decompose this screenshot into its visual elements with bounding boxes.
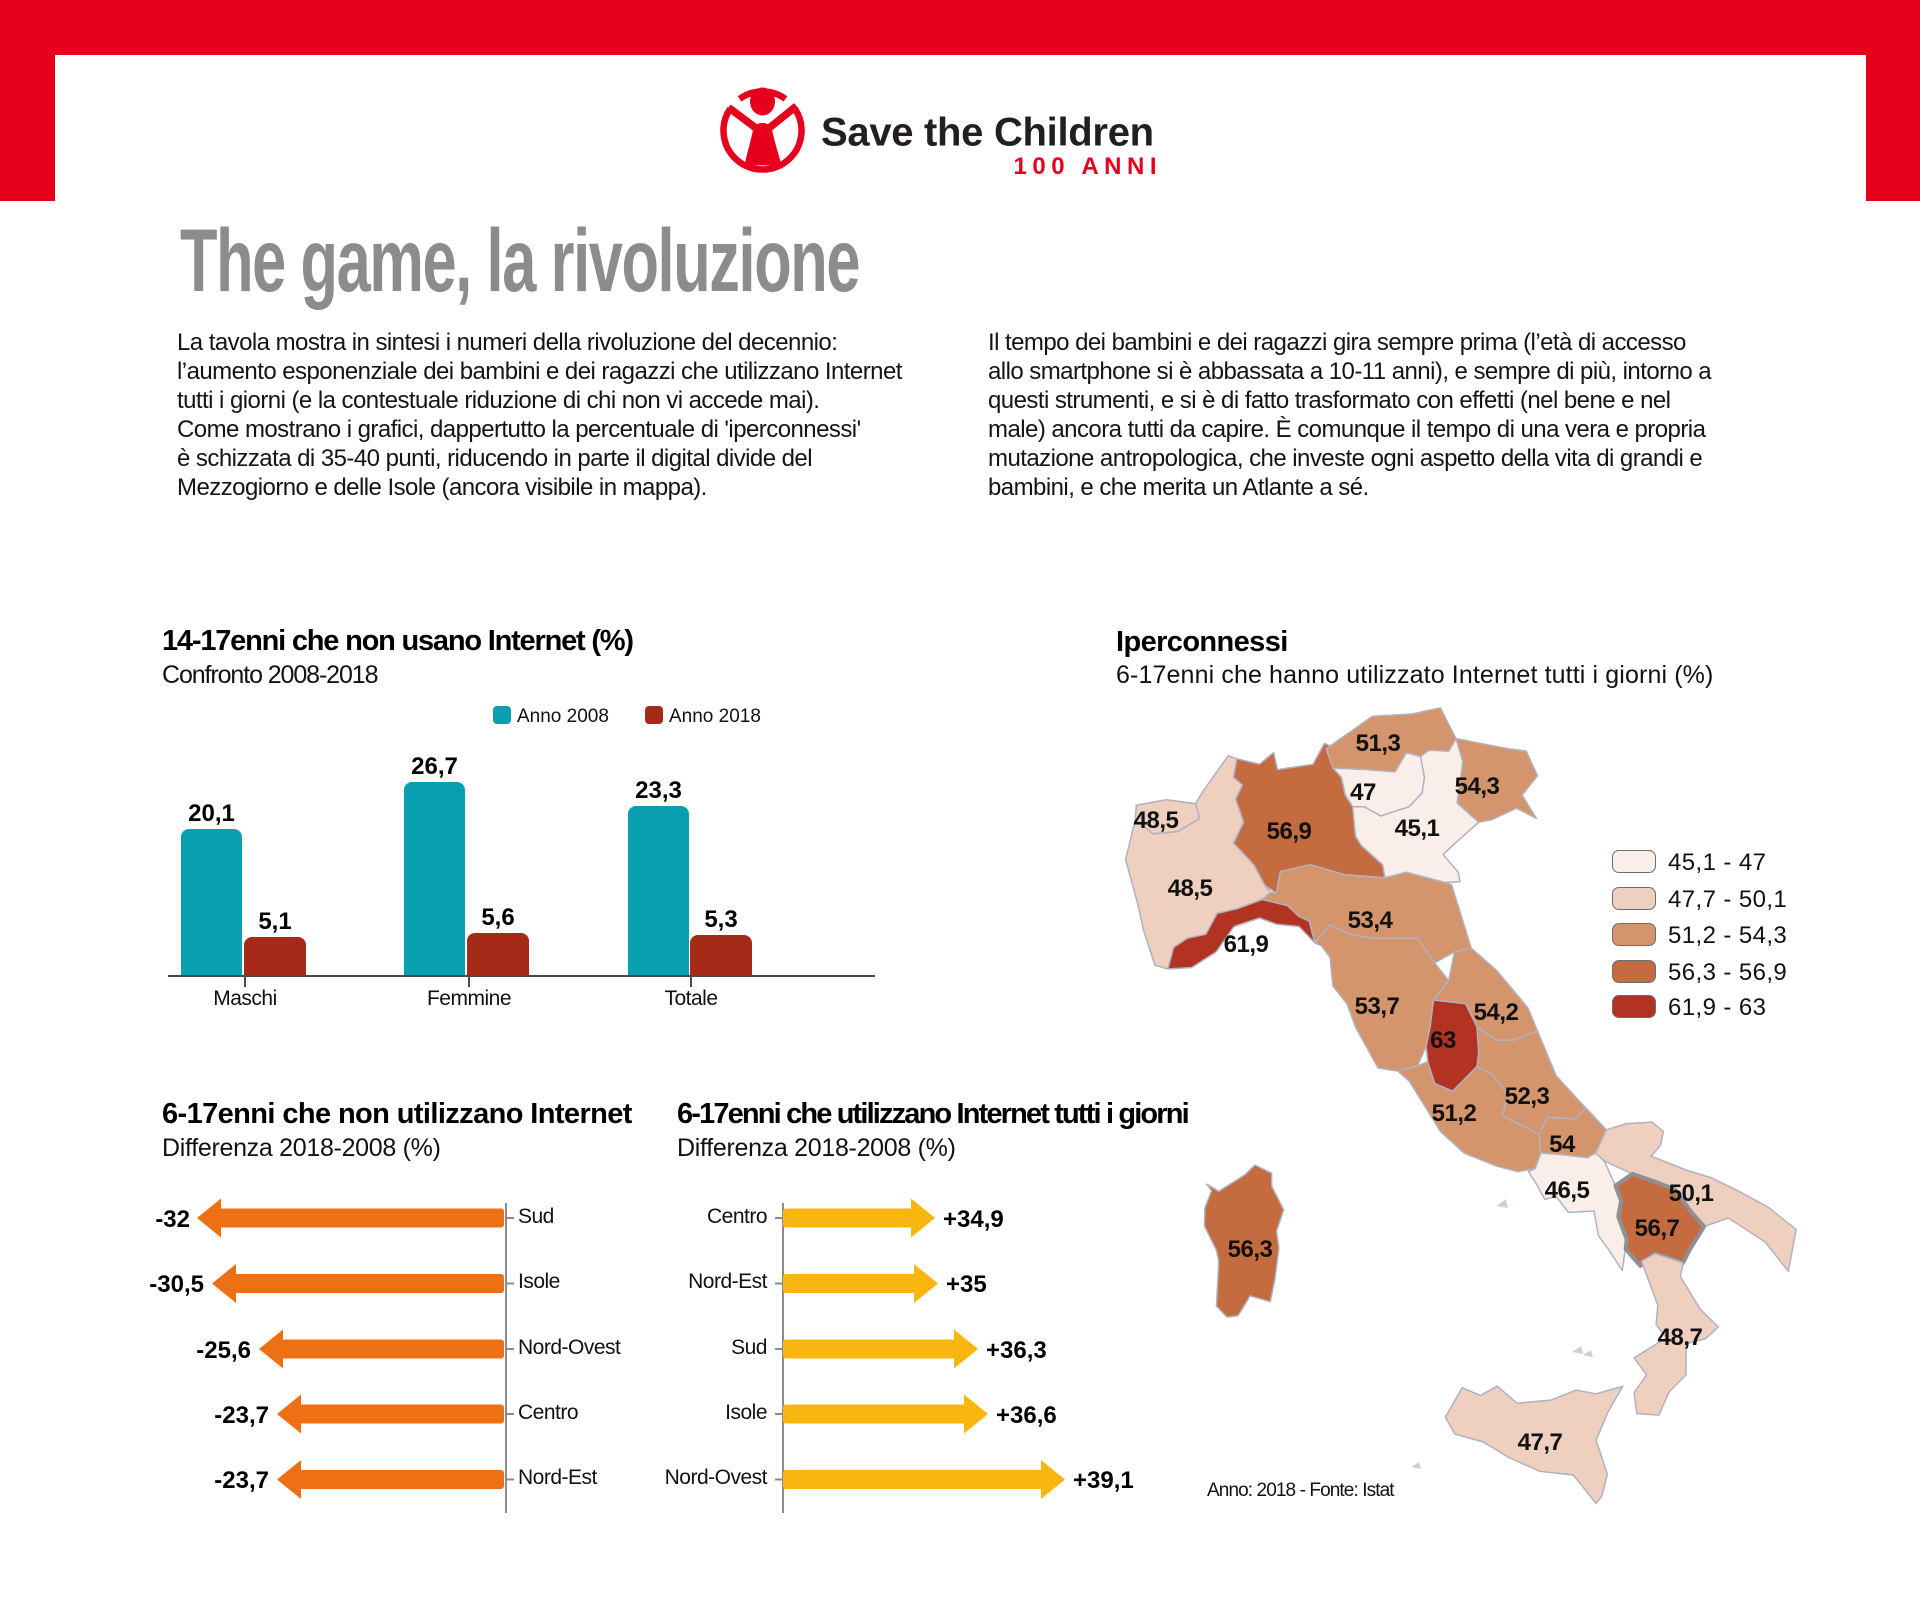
- svg-text:48,7: 48,7: [1658, 1324, 1703, 1351]
- svg-text:51,2: 51,2: [1432, 1100, 1477, 1127]
- svg-text:54,3: 54,3: [1455, 773, 1500, 800]
- svg-text:56,9: 56,9: [1267, 818, 1312, 845]
- svg-text:48,5: 48,5: [1168, 875, 1213, 902]
- svg-text:47: 47: [1350, 779, 1376, 806]
- svg-text:54: 54: [1549, 1131, 1576, 1158]
- svg-text:56,7: 56,7: [1635, 1215, 1680, 1242]
- svg-text:63: 63: [1430, 1027, 1456, 1054]
- svg-text:45,1: 45,1: [1395, 815, 1440, 842]
- svg-text:52,3: 52,3: [1505, 1083, 1550, 1110]
- svg-text:Save the Children: Save the Children: [821, 111, 1154, 155]
- svg-text:46,5: 46,5: [1545, 1177, 1590, 1204]
- svg-text:100 ANNI: 100 ANNI: [1014, 153, 1162, 180]
- svg-text:48,5: 48,5: [1134, 807, 1179, 834]
- svg-text:51,3: 51,3: [1356, 730, 1401, 757]
- svg-text:53,7: 53,7: [1355, 993, 1400, 1020]
- svg-text:50,1: 50,1: [1669, 1180, 1714, 1207]
- svg-text:54,2: 54,2: [1474, 999, 1519, 1026]
- svg-text:53,4: 53,4: [1348, 907, 1394, 934]
- svg-text:61,9: 61,9: [1224, 931, 1269, 958]
- svg-text:56,3: 56,3: [1228, 1236, 1273, 1263]
- svg-text:47,7: 47,7: [1518, 1429, 1563, 1456]
